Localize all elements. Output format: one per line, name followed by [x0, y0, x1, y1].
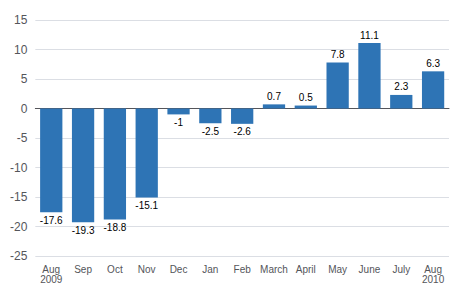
svg-text:-5: -5 [17, 131, 28, 145]
svg-text:June: June [359, 264, 381, 275]
svg-text:Oct: Oct [107, 264, 123, 275]
svg-text:May: May [328, 264, 347, 275]
svg-text:11.1: 11.1 [360, 30, 379, 41]
svg-text:2.3: 2.3 [394, 81, 408, 92]
svg-text:15: 15 [14, 13, 28, 27]
svg-text:-25: -25 [10, 249, 28, 263]
svg-text:2009: 2009 [40, 274, 63, 285]
svg-text:-19.3: -19.3 [72, 225, 95, 236]
svg-text:Aug: Aug [424, 263, 442, 275]
svg-text:10: 10 [14, 43, 28, 57]
svg-text:0.5: 0.5 [299, 92, 313, 103]
svg-text:7.8: 7.8 [331, 49, 345, 60]
svg-text:July: July [392, 264, 410, 275]
svg-text:-2.5: -2.5 [202, 126, 220, 137]
svg-text:6.3: 6.3 [426, 58, 440, 69]
svg-text:0: 0 [21, 102, 28, 116]
svg-text:-17.6: -17.6 [40, 215, 63, 226]
svg-text:-2.6: -2.6 [234, 126, 252, 137]
svg-text:-15.1: -15.1 [135, 200, 158, 211]
svg-text:5: 5 [21, 72, 28, 86]
svg-text:-20: -20 [10, 220, 28, 234]
svg-text:Aug: Aug [42, 263, 61, 275]
svg-text:Feb: Feb [234, 264, 252, 275]
svg-text:-18.8: -18.8 [103, 222, 126, 233]
svg-text:Dec: Dec [170, 264, 188, 275]
svg-text:-1: -1 [174, 117, 183, 128]
svg-text:-10: -10 [10, 161, 28, 175]
svg-text:March: March [260, 264, 288, 275]
svg-text:Sep: Sep [74, 264, 92, 275]
svg-text:Jan: Jan [202, 264, 218, 275]
svg-text:Nov: Nov [138, 264, 156, 275]
svg-text:0.7: 0.7 [267, 91, 281, 102]
svg-text:April: April [296, 264, 316, 275]
svg-text:2010: 2010 [422, 274, 445, 285]
svg-text:-15: -15 [10, 190, 28, 204]
